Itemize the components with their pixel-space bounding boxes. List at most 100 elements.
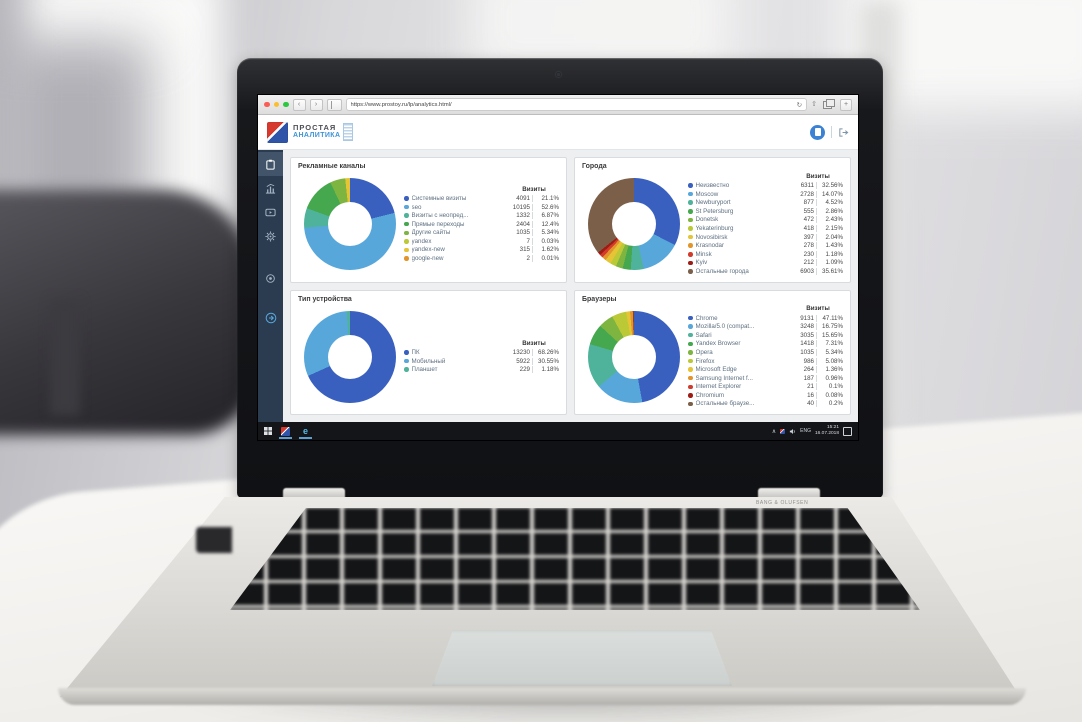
legend-share: 2.43%	[825, 216, 843, 224]
legend-row: Mozilla/5.0 (compat... 3248 16.75%	[688, 322, 843, 331]
clipboard-icon	[266, 159, 275, 170]
legend-value: 10195	[512, 203, 530, 211]
logo-badge	[343, 123, 354, 141]
legend-dot	[688, 252, 693, 257]
url-text: https://www.prostoy.ru/lp/analytics.html…	[350, 101, 452, 108]
legend-share: 32.56%	[822, 182, 843, 190]
legend-divider	[816, 357, 817, 365]
windows-taskbar: e ∧ ENG 15:21 16.07.2018	[258, 422, 858, 440]
legend-row: St Petersburg 555 2.86%	[688, 207, 843, 216]
account-button[interactable]	[810, 124, 825, 140]
legend-label: yandex	[411, 237, 432, 245]
legend-label: Newburyport	[695, 199, 731, 207]
legend-value: 2404	[516, 220, 530, 228]
legend-label: Другие сайты	[411, 229, 451, 237]
sidebar-item-settings[interactable]	[258, 224, 283, 248]
legend-value: 3248	[800, 323, 814, 331]
legend-row: yandex-new 315 1.62%	[404, 246, 559, 255]
new-tab-button[interactable]: +	[840, 98, 852, 111]
url-bar[interactable]: https://www.prostoy.ru/lp/analytics.html…	[345, 98, 808, 111]
sidebar-item-monitoring[interactable]	[258, 266, 283, 290]
share-icon[interactable]: ⇧	[811, 100, 817, 108]
legend-label: Krasnodar	[695, 242, 725, 250]
legend-share: 12.4%	[541, 220, 559, 228]
legend-value: 13230	[512, 348, 530, 356]
legend-divider	[532, 357, 533, 365]
app-sidebar	[258, 150, 283, 422]
legend-share: 6.87%	[541, 212, 559, 220]
legend-label: Неизвестно	[695, 182, 730, 190]
sidebar-item-dashboard[interactable]	[258, 152, 283, 176]
legend-header: Визиты	[522, 185, 546, 193]
legend-share: 0.01%	[541, 255, 559, 263]
legend-label: Donetsk	[695, 216, 719, 224]
legend-label: Визиты с неопред...	[411, 212, 469, 220]
tray-language[interactable]: ENG	[800, 428, 811, 434]
tray-expand-icon[interactable]: ∧	[771, 428, 777, 435]
taskbar-app-ie[interactable]: e	[299, 424, 312, 439]
legend-share: 5.08%	[825, 357, 843, 365]
legend-row: ПК 13230 68.26%	[404, 348, 559, 357]
keyboard	[230, 508, 920, 610]
sidebar-toggle-icon[interactable]	[326, 98, 342, 111]
windows-start-icon[interactable]	[264, 427, 272, 435]
legend-share: 1.18%	[825, 250, 843, 258]
legend-divider	[816, 233, 817, 241]
legend-label: Microsoft Edge	[695, 366, 737, 374]
legend-row: Остальные браузе... 40 0.2%	[688, 400, 843, 409]
legend-value: 2728	[800, 190, 814, 198]
tabs-overview-icon[interactable]	[823, 98, 835, 109]
speaker-icon[interactable]	[789, 428, 796, 435]
sidebar-item-video[interactable]	[258, 200, 283, 224]
legend-row: Yandex Browser 1418 7.31%	[688, 340, 843, 349]
sidebar-item-expand[interactable]	[258, 306, 283, 330]
legend-share: 1.36%	[825, 366, 843, 374]
refresh-icon[interactable]: ↻	[796, 101, 803, 109]
legend-dot	[688, 269, 693, 274]
legend-value: 986	[803, 357, 814, 365]
logo-icon	[267, 121, 288, 143]
legend-label: Chromium	[695, 391, 725, 399]
forward-button[interactable]: ›	[309, 98, 323, 111]
legend-row: Планшет 229 1.18%	[404, 365, 559, 374]
legend-row: Yekaterinburg 418 2.15%	[688, 224, 843, 233]
tray-clock[interactable]: 15:21 16.07.2018	[815, 425, 839, 436]
legend-label: Moscow	[695, 190, 719, 198]
legend-divider	[532, 203, 533, 211]
gear-icon	[265, 230, 276, 242]
notification-center-icon[interactable]	[843, 426, 852, 436]
minimize-window-button[interactable]	[273, 101, 279, 108]
legend-dot	[688, 183, 693, 188]
legend-dot	[404, 350, 409, 355]
legend-share: 52.6%	[541, 203, 559, 211]
close-window-button[interactable]	[264, 101, 270, 108]
tray-app-icon[interactable]	[780, 428, 786, 434]
legend-row: Moscow 2728 14.07%	[688, 190, 843, 199]
legend-share: 35.61%	[822, 267, 843, 275]
legend-divider	[816, 190, 817, 198]
legend-share: 0.2%	[828, 400, 843, 408]
sidebar-item-analytics[interactable]	[258, 176, 283, 200]
legend-label: Планшет	[411, 366, 438, 374]
logout-icon[interactable]	[838, 127, 849, 138]
back-button[interactable]: ‹	[292, 98, 306, 111]
donut-chart	[304, 310, 396, 403]
legend-value: 1035	[516, 229, 530, 237]
legend-dot	[688, 315, 693, 321]
legend-label: ПК	[411, 348, 420, 356]
logo-title: ПРОСТАЯ	[293, 123, 337, 132]
legend-label: Yandex Browser	[695, 340, 741, 348]
dashboard-grid: Рекламные каналы Визиты Системные визиты…	[283, 150, 858, 422]
legend-dot	[688, 200, 693, 205]
legend-share: 15.65%	[822, 331, 843, 339]
legend-row: Microsoft Edge 264 1.36%	[688, 365, 843, 374]
legend-value: 6311	[800, 182, 814, 190]
sofa	[0, 190, 250, 435]
donut-chart	[304, 178, 396, 271]
legend-divider	[816, 366, 817, 374]
legend-dot	[688, 226, 693, 231]
chart-legend: Визиты Chrome 9131 47.11% Mozilla/5.0 (comp…	[686, 305, 843, 408]
zoom-window-button[interactable]	[283, 101, 289, 108]
legend-divider	[532, 255, 533, 263]
taskbar-app-analytics[interactable]	[279, 424, 292, 439]
